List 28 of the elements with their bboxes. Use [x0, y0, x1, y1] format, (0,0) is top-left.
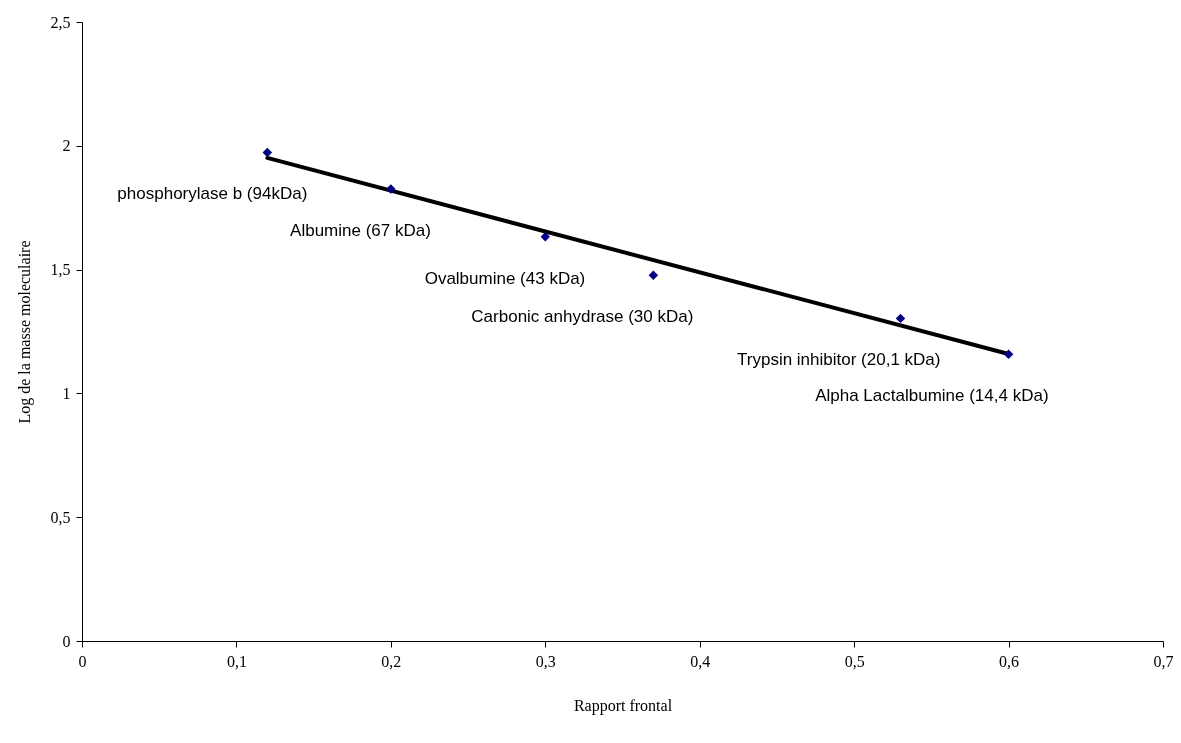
- x-tick-label: 0: [78, 652, 87, 670]
- annotation: Albumine (67 kDa): [290, 220, 431, 240]
- y-tick-label: 1,5: [50, 261, 71, 279]
- y-tick-label: 2: [62, 137, 71, 155]
- y-tick-label: 1: [62, 384, 71, 402]
- x-tick-label: 0,7: [1153, 652, 1174, 670]
- x-tick-label: 0,6: [999, 652, 1020, 670]
- point: [262, 147, 273, 158]
- y-axis-title: Log de la masse moleculaire: [15, 240, 34, 424]
- x-tick-label: 0,5: [844, 652, 865, 670]
- x-axis-title: Rapport frontal: [573, 696, 673, 715]
- x-tick-label: 0,3: [535, 652, 556, 670]
- point: [386, 184, 396, 194]
- y-tick-label: 0: [62, 632, 71, 650]
- y-tick-label: 2,5: [50, 13, 71, 31]
- x-tick-label: 0,2: [381, 652, 402, 670]
- x-tick-label: 0,4: [690, 652, 711, 670]
- annotation: phosphorylase b (94kDa): [117, 184, 308, 204]
- point: [648, 270, 659, 281]
- point: [540, 231, 551, 242]
- x-tick-label: 0,1: [226, 652, 247, 670]
- y-tick-label: 0,5: [50, 508, 71, 526]
- annotation: Carbonic anhydrase (30 kDa): [471, 307, 694, 327]
- annotation: Trypsin inhibitor (20,1 kDa): [737, 350, 941, 370]
- annotation: Alpha Lactalbumine (14,4 kDa): [815, 386, 1049, 406]
- annotation: Ovalbumine (43 kDa): [424, 268, 586, 288]
- point: [1003, 349, 1014, 360]
- point: [895, 313, 906, 324]
